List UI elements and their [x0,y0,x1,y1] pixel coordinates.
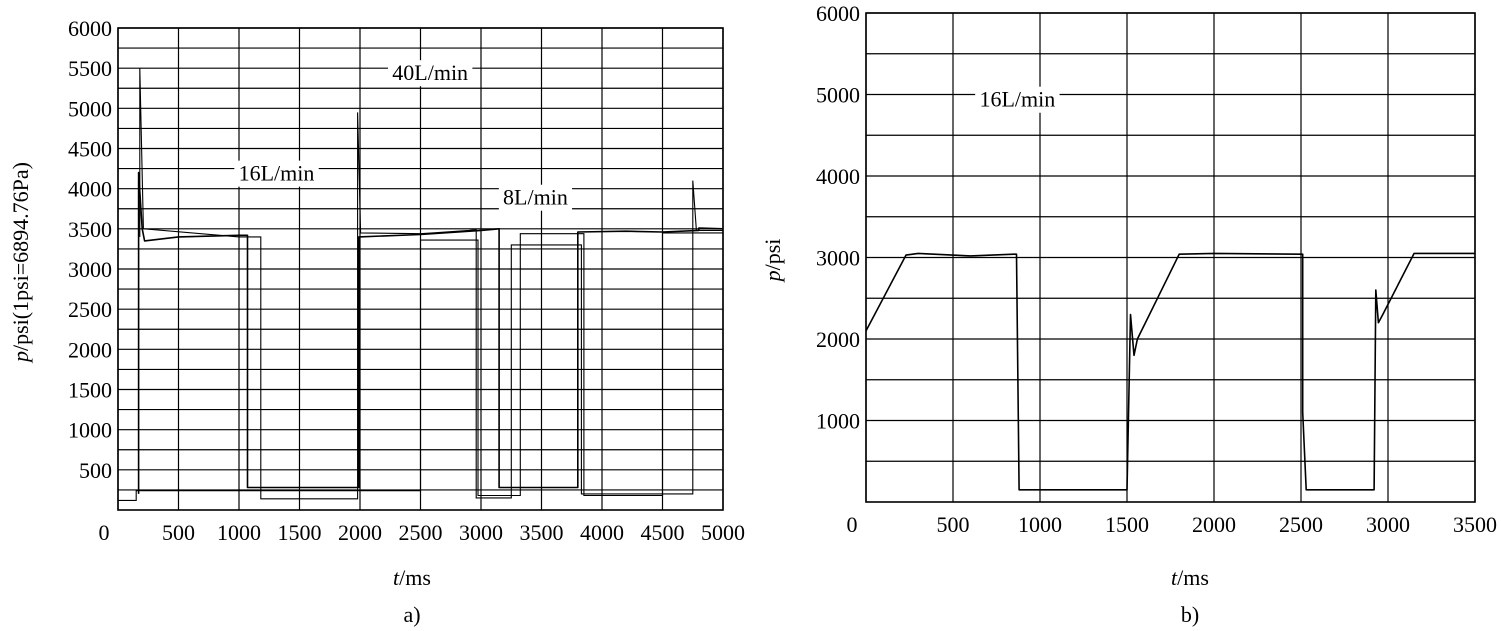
chart-a-annotation: 8L/min [503,185,568,210]
chart-a-x-tick-label: 2000 [338,520,382,545]
chart-b-x-tick-label: 1500 [1105,512,1149,537]
chart-a-y-tick-label: 4500 [68,137,112,162]
chart-a-x-tick-label: 4000 [580,520,624,545]
chart-b-series-group [865,252,1475,491]
chart-a-y-tick-label: 5000 [68,96,112,121]
chart-b-x-ticks: 0 500 1000 1500 2000 2500 3000 3500 [847,512,1498,537]
chart-a-x-tick-label: 5000 [701,520,745,545]
chart-b-frame [865,12,1476,503]
chart-a-y-tick-label: 6000 [68,16,112,41]
chart-a-series-0-line [118,232,723,501]
chart-a-frame [117,27,724,511]
chart-a-x-tick-label: 3500 [520,520,564,545]
chart-a-x-tick-label: 0 [99,520,110,545]
chart-b-x-tick-label: 0 [847,512,858,537]
chart-b-grid [865,12,1476,502]
chart-a-y-tick-label: 2500 [68,297,112,322]
chart-b-x-axis-label: t/ms [1171,565,1209,590]
chart-b-y-axis-label: p/psi [760,239,785,284]
chart-a-y-tick-label: 1000 [68,418,112,443]
chart-a-annotation: 16L/min [239,161,315,186]
chart-a-x-axis-label: t/ms [393,565,431,590]
chart-a-y-tick-label: 500 [79,458,112,483]
chart-b-annotation: 16L/min [979,87,1055,112]
chart-b-x-tick-label: 2000 [1192,512,1236,537]
chart-a-x-tick-label: 1000 [217,520,261,545]
chart-a-y-tick-label: 1500 [68,378,112,403]
chart-a-y-tick-label: 3000 [68,257,112,282]
chart-a-y-tick-label: 3500 [68,217,112,242]
chart-a-y-tick-label: 5500 [68,56,112,81]
chart-a-x-tick-label: 3000 [459,520,503,545]
chart-b-x-tick-label: 3500 [1453,512,1497,537]
chart-a-annotation-bg [387,60,473,87]
chart-b-x-tick-label: 500 [937,512,970,537]
chart-b-y-tick-label: 1000 [816,409,860,434]
chart-b-y-tick-label: 5000 [816,83,860,108]
chart-b-y-tick-label: 6000 [816,1,860,26]
chart-b-series-0-line [865,252,1475,491]
chart-b-x-tick-label: 2500 [1279,512,1323,537]
chart-b-annotations: 16L/min [975,86,1060,113]
chart-a-annotation-bg [234,160,319,187]
chart-a-panel-label: a) [403,602,420,627]
chart-a-y-axis-label: p/psi(1psi=6894.76Pa) [8,162,33,364]
chart-a-series-2-line [139,68,723,500]
chart-a-x-tick-label: 1500 [278,520,322,545]
chart-a-y-tick-label: 2000 [68,337,112,362]
chart-a-x-ticks: 0 500 1000 1500 2000 2500 3000 3500 4000 4500 5000 [99,520,746,545]
chart-panel-a: 5001000150020002500300035004000450050005… [8,16,745,627]
chart-b-y-ticks: 1000 2000 3000 4000 5000 6000 [816,1,860,434]
chart-a-y-ticks: 500 1000 1500 2000 2500 3000 3500 4000 4500 5000 5… [68,16,112,483]
chart-a-x-tick-label: 2500 [399,520,443,545]
chart-a-series-group [118,68,724,501]
chart-b-y-tick-label: 2000 [816,327,860,352]
chart-a-x-tick-label: 4500 [641,520,685,545]
chart-b-x-tick-label: 3000 [1366,512,1410,537]
chart-a-annotations: 40L/min 16L/min 8L/min [234,60,573,211]
chart-a-annotation-bg [498,184,573,211]
chart-a-x-tick-label: 500 [162,520,195,545]
chart-a-y-tick-label: 4000 [68,177,112,202]
chart-a-annotation: 40L/min [392,60,468,85]
chart-a-series-1-line [137,171,724,494]
chart-b-panel-label: b) [1181,602,1199,627]
chart-b-annotation-bg [975,86,1060,113]
chart-b-x-tick-label: 1000 [1018,512,1062,537]
chart-panel-b: 1000 2000 3000 4000 5000 6000 0 500 1000 1500 200… [760,1,1497,627]
chart-b-y-tick-label: 3000 [816,246,860,271]
chart-b-y-tick-label: 4000 [816,164,860,189]
